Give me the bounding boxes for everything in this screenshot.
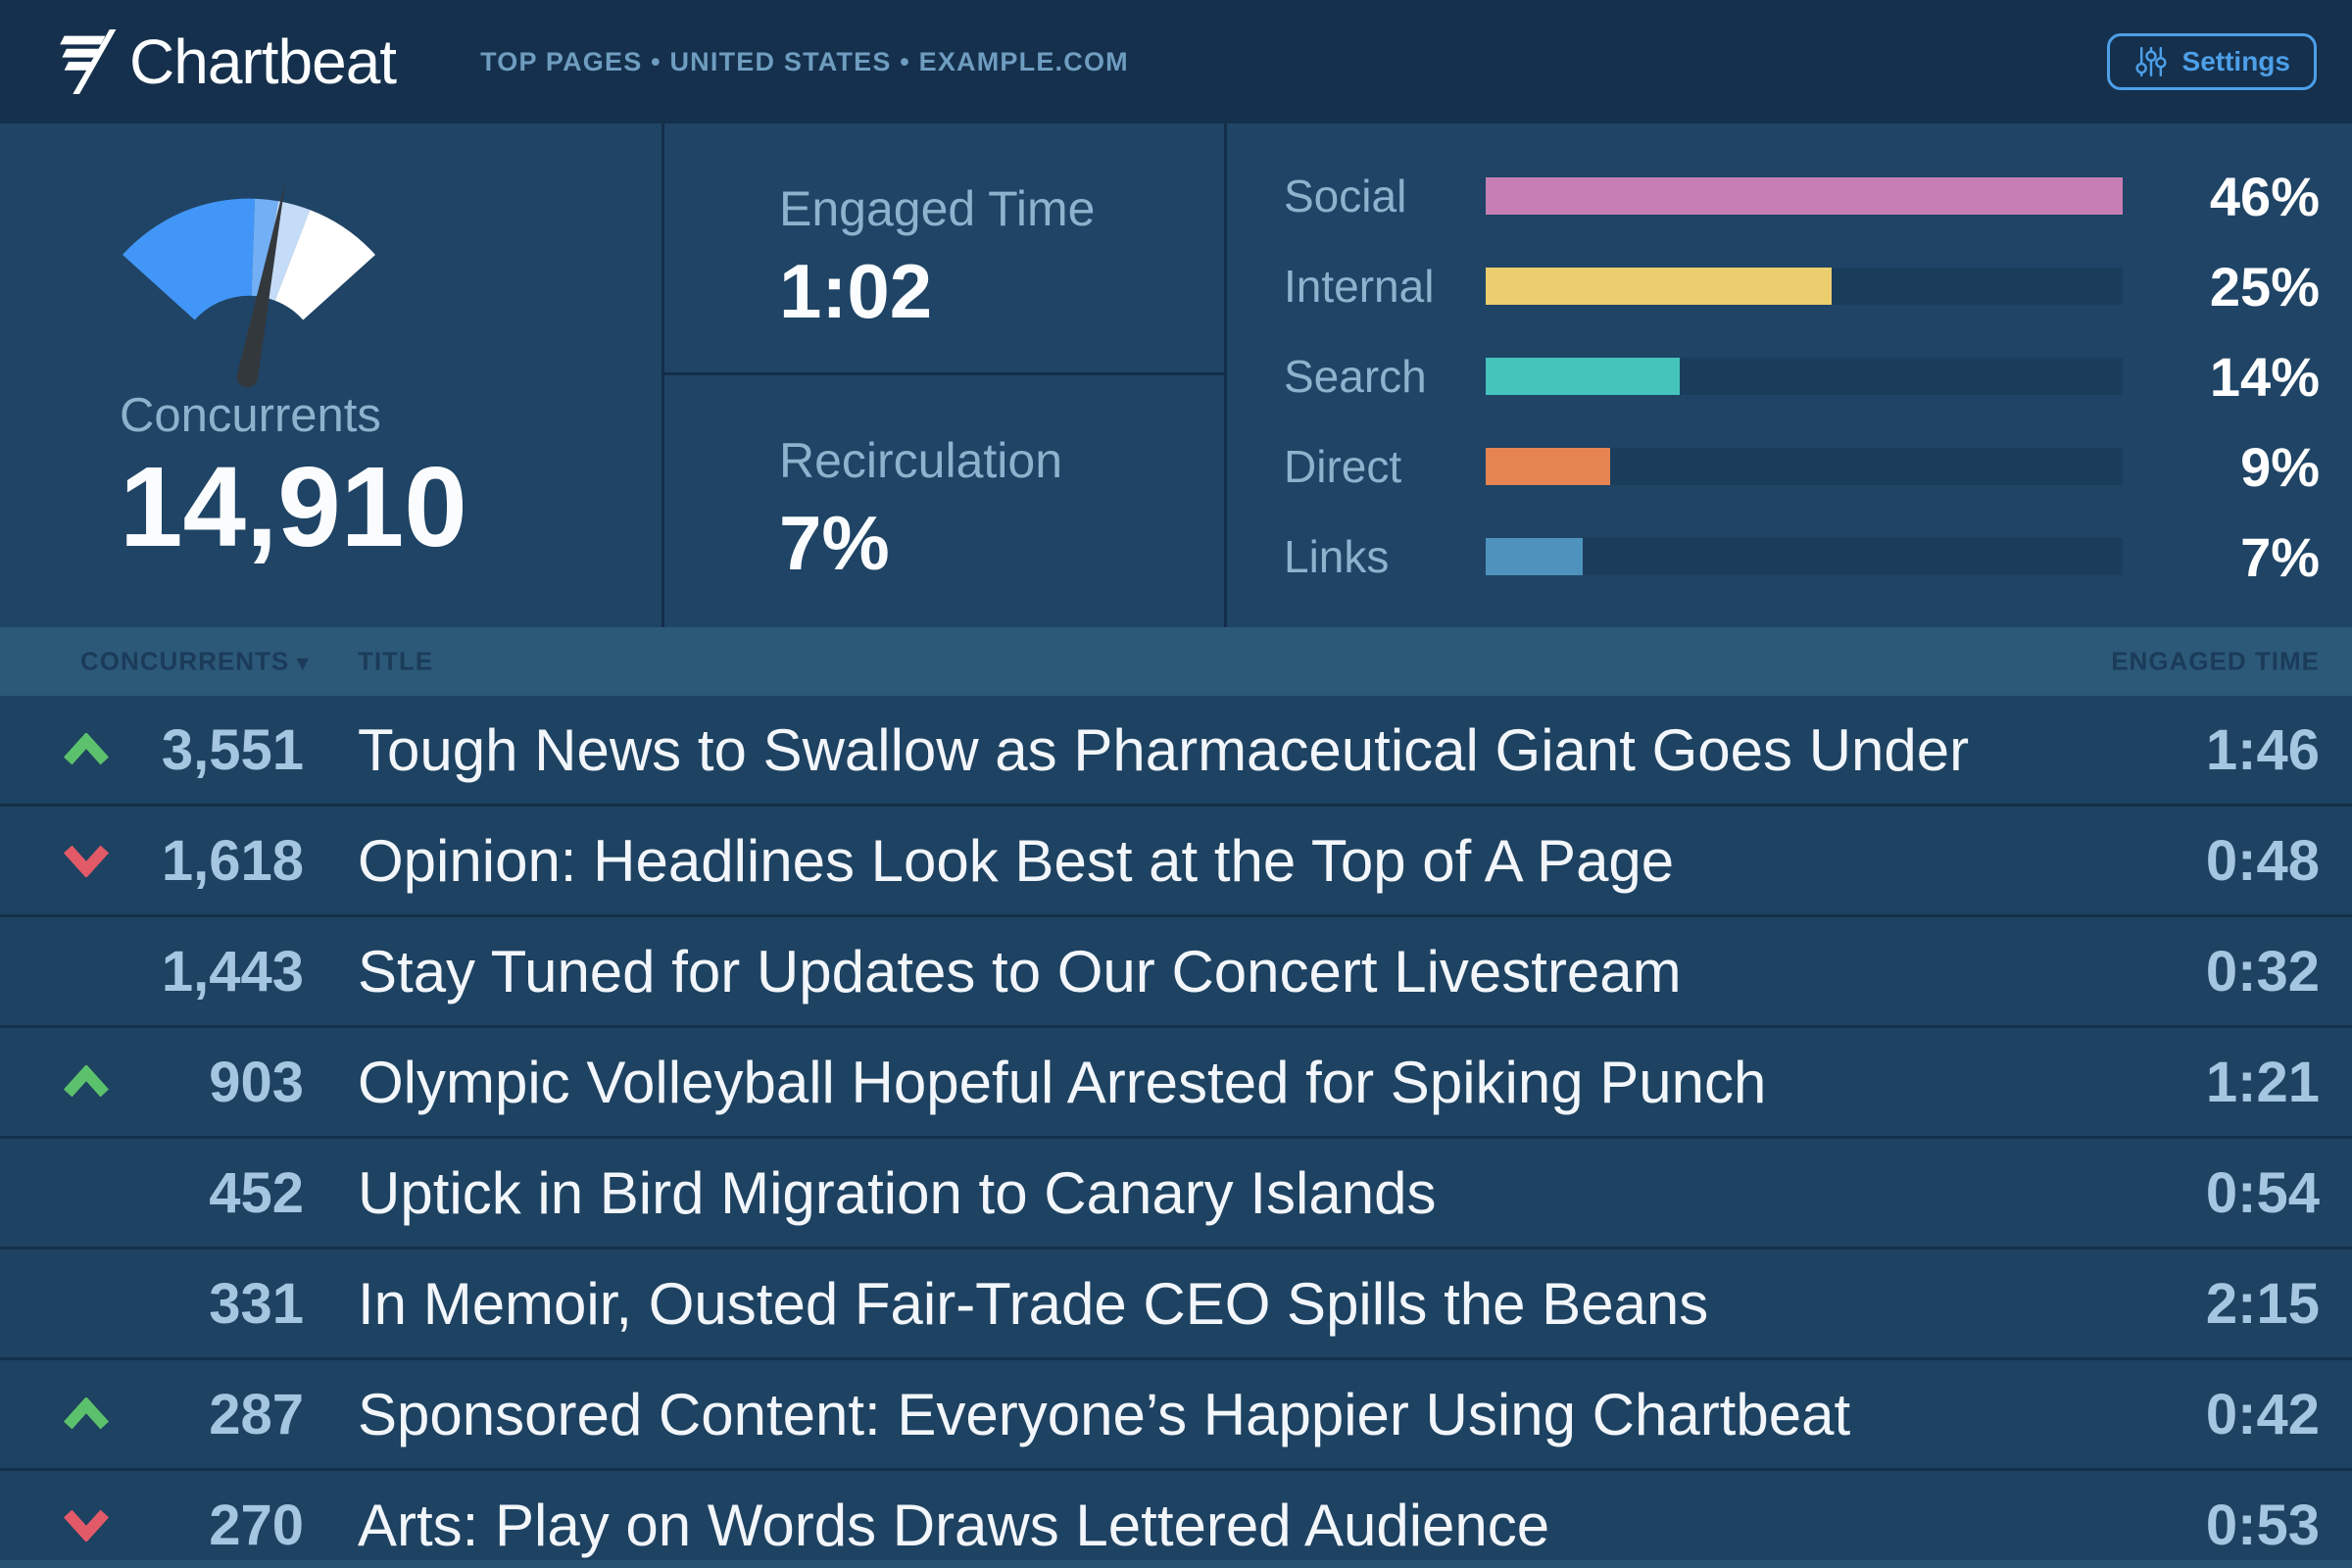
referrer-row-direct: Direct 9%	[1284, 421, 2320, 512]
recirculation-label: Recirculation	[779, 433, 1063, 488]
concurrents-value: 14,910	[120, 443, 467, 570]
referrer-bar-fill	[1486, 448, 1611, 485]
row-concurrents: 3,551	[161, 717, 304, 782]
row-engaged-time: 0:42	[2205, 1382, 2320, 1446]
row-title: Opinion: Headlines Look Best at the Top …	[358, 827, 1675, 894]
row-title: In Memoir, Ousted Fair-Trade CEO Spills …	[358, 1270, 1709, 1337]
row-engaged-time: 1:46	[2205, 717, 2320, 782]
referrer-percent: 14%	[2209, 345, 2320, 408]
referrer-bar-track	[1486, 538, 2123, 575]
row-engaged-time: 2:15	[2205, 1271, 2320, 1336]
referrer-label: Links	[1284, 531, 1390, 582]
referrer-label: Internal	[1284, 261, 1435, 312]
chartbeat-plane-icon	[60, 29, 117, 94]
referrer-bar-fill	[1486, 268, 1833, 305]
referrer-percent: 25%	[2209, 255, 2320, 318]
table-row[interactable]: 1,443 Stay Tuned for Updates to Our Conc…	[0, 917, 2352, 1028]
referrer-bar-track	[1486, 268, 2123, 305]
concurrents-column-label: CONCURRENTS	[80, 646, 290, 676]
row-concurrents: 331	[209, 1271, 304, 1336]
sliders-icon	[2134, 46, 2167, 77]
trend-up-icon	[63, 1397, 110, 1430]
table-row[interactable]: 270 Arts: Play on Words Draws Lettered A…	[0, 1471, 2352, 1568]
table-row[interactable]: 452 Uptick in Bird Migration to Canary I…	[0, 1139, 2352, 1250]
trend-cell	[51, 733, 122, 766]
referrer-bar-fill	[1486, 538, 1583, 575]
referrer-label: Social	[1284, 171, 1407, 221]
row-engaged-time: 1:21	[2205, 1050, 2320, 1114]
stats-strip: Concurrents 14,910 Engaged Time 1:02 Rec…	[0, 123, 2352, 627]
referrer-bar-track	[1486, 448, 2123, 485]
referrer-bar-fill	[1486, 358, 1680, 395]
settings-label: Settings	[2181, 46, 2290, 76]
row-engaged-time: 0:53	[2205, 1493, 2320, 1557]
row-engaged-time: 0:32	[2205, 939, 2320, 1004]
row-concurrents: 1,618	[161, 828, 304, 893]
gauge-needle	[236, 181, 286, 388]
top-bar: Chartbeat TOP PAGES • UNITED STATES • EX…	[0, 0, 2352, 123]
trend-up-icon	[63, 1065, 110, 1098]
referrer-percent: 7%	[2240, 525, 2320, 588]
engaged-time-block: Engaged Time 1:02	[664, 123, 1224, 375]
table-row[interactable]: 287 Sponsored Content: Everyone’s Happie…	[0, 1360, 2352, 1471]
engaged-time-value: 1:02	[779, 248, 933, 334]
chartbeat-logo[interactable]: Chartbeat	[55, 25, 397, 98]
engaged-time-label: Engaged Time	[779, 181, 1096, 236]
table-header: CONCURRENTS ▾ TITLE ENGAGED TIME	[0, 627, 2352, 696]
recirculation-value: 7%	[779, 500, 890, 586]
recirculation-block: Recirculation 7%	[664, 375, 1224, 627]
bottom-edge-strip	[0, 1560, 2352, 1568]
row-concurrents: 287	[209, 1382, 304, 1446]
row-title: Stay Tuned for Updates to Our Concert Li…	[358, 938, 1682, 1004]
trend-up-icon	[63, 733, 110, 765]
row-title: Tough News to Swallow as Pharmaceutical …	[358, 716, 1970, 783]
referrer-label: Search	[1284, 351, 1427, 402]
row-concurrents: 270	[209, 1493, 304, 1557]
trend-cell	[51, 1508, 122, 1542]
breadcrumb: TOP PAGES • UNITED STATES • EXAMPLE.COM	[480, 46, 1129, 76]
referrer-bar-track	[1486, 177, 2123, 215]
concurrents-panel: Concurrents 14,910	[0, 123, 664, 627]
column-header-engaged-time: ENGAGED TIME	[2111, 646, 2320, 676]
row-title: Sponsored Content: Everyone’s Happier Us…	[358, 1381, 1851, 1447]
trend-down-icon	[63, 845, 110, 877]
table-row[interactable]: 903 Olympic Volleyball Hopeful Arrested …	[0, 1028, 2352, 1139]
engagement-panel: Engaged Time 1:02 Recirculation 7%	[664, 123, 1227, 627]
referrer-percent: 46%	[2209, 165, 2320, 227]
table-row[interactable]: 1,618 Opinion: Headlines Look Best at th…	[0, 807, 2352, 917]
column-header-title: TITLE	[358, 646, 434, 676]
referrer-row-search: Search 14%	[1284, 331, 2320, 421]
concurrents-label: Concurrents	[120, 389, 381, 442]
trend-down-icon	[63, 1509, 110, 1542]
referrer-bar-fill	[1486, 177, 2123, 215]
row-concurrents: 1,443	[161, 939, 304, 1004]
table-row[interactable]: 3,551 Tough News to Swallow as Pharmaceu…	[0, 696, 2352, 807]
trend-cell	[51, 1065, 122, 1099]
column-header-concurrents[interactable]: CONCURRENTS ▾	[80, 647, 309, 677]
referrer-row-internal: Internal 25%	[1284, 241, 2320, 331]
row-title: Uptick in Bird Migration to Canary Islan…	[358, 1159, 1437, 1226]
trend-cell	[51, 844, 122, 877]
row-engaged-time: 0:48	[2205, 828, 2320, 893]
referrers-panel: Social 46% Internal 25% Search 14% Direc…	[1227, 123, 2352, 627]
row-title: Olympic Volleyball Hopeful Arrested for …	[358, 1049, 1767, 1115]
referrer-label: Direct	[1284, 441, 1402, 492]
table-row[interactable]: 331 In Memoir, Ousted Fair-Trade CEO Spi…	[0, 1250, 2352, 1360]
pages-table: 3,551 Tough News to Swallow as Pharmaceu…	[0, 696, 2352, 1568]
row-concurrents: 903	[209, 1050, 304, 1114]
row-concurrents: 452	[209, 1160, 304, 1225]
row-title: Arts: Play on Words Draws Lettered Audie…	[358, 1492, 1550, 1558]
referrer-row-links: Links 7%	[1284, 512, 2320, 602]
referrer-bar-track	[1486, 358, 2123, 395]
concurrents-gauge	[122, 181, 375, 388]
trend-cell	[51, 1397, 122, 1431]
logo-wordmark: Chartbeat	[129, 26, 397, 97]
sort-caret-icon: ▾	[297, 650, 310, 675]
row-engaged-time: 0:54	[2205, 1160, 2320, 1225]
settings-button[interactable]: Settings	[2106, 33, 2317, 90]
referrer-row-social: Social 46%	[1284, 151, 2320, 241]
referrer-percent: 9%	[2240, 435, 2320, 498]
